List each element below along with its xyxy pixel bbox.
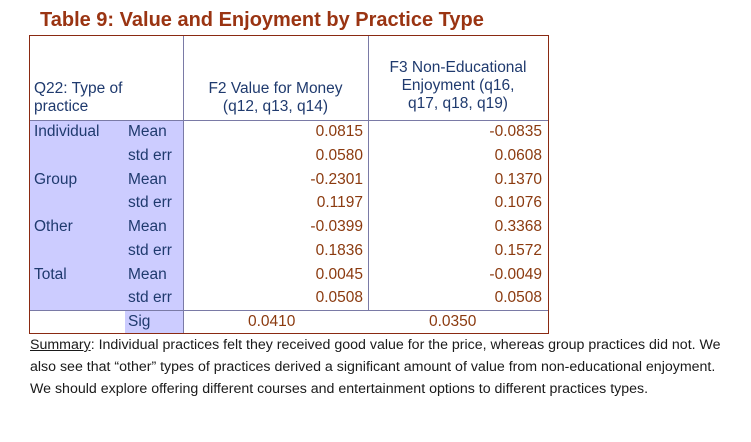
sig-f2-value: 0.0410: [248, 313, 296, 330]
f3-value: 0.1572: [494, 241, 542, 259]
row-stat-label: Sig: [128, 313, 151, 330]
header-f3: F3 Non-Educational Enjoyment (q16, q17, …: [389, 59, 527, 112]
row-stat-label: std err: [128, 241, 172, 259]
f2-value: 0.0580: [315, 146, 363, 164]
header-row-label: Q22: Type of practice: [34, 80, 123, 115]
table-title: Table 9: Value and Enjoyment by Practice…: [40, 9, 484, 31]
row-group-label: Other: [34, 218, 73, 235]
f2-value: 0.0045: [315, 265, 363, 283]
row-stat-label: Mean: [128, 265, 167, 283]
f2-value: 0.0508: [315, 289, 363, 307]
header-f2: F2 Value for Money (q12, q13, q14): [208, 80, 343, 115]
f2-value: -0.2301: [310, 170, 363, 188]
f3-value: 0.0608: [494, 146, 542, 164]
row-group-label: Group: [34, 170, 78, 188]
sig-f3-value: 0.0350: [429, 313, 477, 330]
col-divider-2: [368, 36, 369, 310]
f3-value: 0.1076: [494, 194, 542, 212]
row-group-label: Individual: [34, 123, 100, 140]
f2-value: -0.0399: [310, 218, 363, 235]
f2-value: 0.0815: [315, 123, 363, 140]
row-stat-label: Mean: [128, 170, 167, 188]
f3-value: 0.3368: [494, 218, 542, 235]
f3-value: 0.1370: [494, 170, 542, 188]
sig-label-shade: [125, 310, 183, 333]
f2-value: 0.1836: [315, 241, 363, 259]
summary-text: : Individual practices felt they receive…: [30, 337, 721, 397]
header-divider: [30, 120, 548, 121]
summary-lead: Summary: [30, 337, 91, 353]
row-stat-label: std err: [128, 289, 172, 307]
row-stat-label: std err: [128, 146, 172, 164]
col-divider-1: [183, 36, 184, 333]
row-stat-label: Mean: [128, 123, 167, 140]
f3-value: -0.0835: [489, 123, 542, 140]
total-divider: [30, 310, 548, 311]
row-group-label: Total: [34, 265, 67, 283]
data-table: Q22: Type of practice F2 Value for Money…: [29, 35, 549, 334]
f2-value: 0.1197: [316, 194, 363, 212]
f3-value: -0.0049: [489, 265, 542, 283]
row-label-shade: [30, 120, 183, 310]
summary-paragraph: Summary: Individual practices felt they …: [30, 334, 730, 400]
row-stat-label: Mean: [128, 218, 167, 235]
row-stat-label: std err: [128, 194, 172, 212]
f3-value: 0.0508: [494, 289, 542, 307]
